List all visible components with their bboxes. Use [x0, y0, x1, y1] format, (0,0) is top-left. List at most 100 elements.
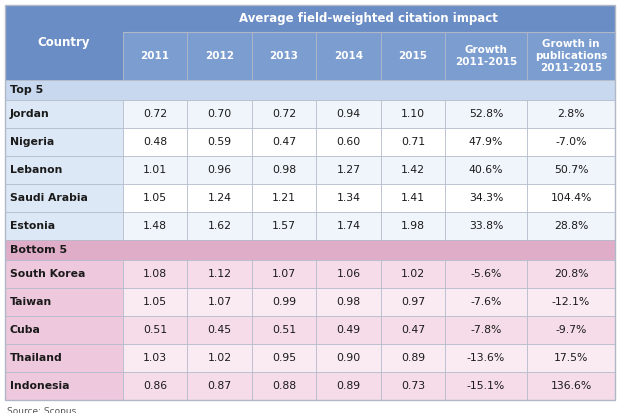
Bar: [445, 212, 527, 240]
Text: Country: Country: [38, 36, 90, 49]
Text: 1.62: 1.62: [208, 221, 231, 231]
Bar: [445, 372, 527, 400]
Text: 1.03: 1.03: [143, 353, 167, 363]
Text: 2.8%: 2.8%: [557, 109, 585, 119]
Bar: [187, 128, 252, 156]
Bar: [445, 344, 527, 372]
Text: -7.0%: -7.0%: [556, 137, 587, 147]
Text: 1.48: 1.48: [143, 221, 167, 231]
Text: 40.6%: 40.6%: [469, 165, 503, 175]
Text: South Korea: South Korea: [10, 269, 86, 279]
Text: 104.4%: 104.4%: [551, 193, 591, 203]
Text: -15.1%: -15.1%: [467, 381, 505, 391]
Text: 1.07: 1.07: [272, 269, 296, 279]
Bar: [527, 316, 615, 344]
Text: Estonia: Estonia: [10, 221, 55, 231]
Text: -9.7%: -9.7%: [556, 325, 587, 335]
Text: 0.96: 0.96: [207, 165, 231, 175]
Text: 0.89: 0.89: [336, 381, 360, 391]
Bar: [527, 184, 615, 212]
Bar: [187, 316, 252, 344]
Text: 1.98: 1.98: [401, 221, 425, 231]
Text: Top 5: Top 5: [10, 85, 43, 95]
Text: 1.74: 1.74: [337, 221, 360, 231]
Text: 1.05: 1.05: [143, 297, 167, 307]
Text: Growth
2011-2015: Growth 2011-2015: [455, 45, 517, 67]
Bar: [316, 288, 381, 316]
Bar: [381, 288, 445, 316]
Text: 0.48: 0.48: [143, 137, 167, 147]
Text: Lebanon: Lebanon: [10, 165, 63, 175]
Bar: [123, 100, 187, 128]
Text: 0.59: 0.59: [207, 137, 231, 147]
Bar: [445, 32, 527, 80]
Text: 2014: 2014: [334, 51, 363, 61]
Text: -7.8%: -7.8%: [471, 325, 502, 335]
Bar: [5, 372, 123, 400]
Bar: [445, 288, 527, 316]
Text: 33.8%: 33.8%: [469, 221, 503, 231]
Bar: [527, 128, 615, 156]
Bar: [5, 260, 123, 288]
Bar: [381, 212, 445, 240]
Bar: [316, 212, 381, 240]
Bar: [123, 344, 187, 372]
Text: 0.51: 0.51: [272, 325, 296, 335]
Bar: [252, 184, 316, 212]
Text: 28.8%: 28.8%: [554, 221, 588, 231]
Text: 1.02: 1.02: [401, 269, 425, 279]
Bar: [187, 100, 252, 128]
Text: Source: Scopus: Source: Scopus: [7, 406, 76, 413]
Bar: [445, 260, 527, 288]
Text: 1.21: 1.21: [272, 193, 296, 203]
Bar: [316, 344, 381, 372]
Text: Cuba: Cuba: [10, 325, 41, 335]
Text: 1.24: 1.24: [208, 193, 231, 203]
Bar: [381, 156, 445, 184]
Text: -5.6%: -5.6%: [471, 269, 502, 279]
Bar: [187, 288, 252, 316]
Bar: [123, 156, 187, 184]
Text: 0.89: 0.89: [401, 353, 425, 363]
Text: Saudi Arabia: Saudi Arabia: [10, 193, 88, 203]
Bar: [316, 128, 381, 156]
Bar: [527, 32, 615, 80]
Text: Jordan: Jordan: [10, 109, 50, 119]
Bar: [445, 156, 527, 184]
Text: -12.1%: -12.1%: [552, 297, 590, 307]
Bar: [381, 344, 445, 372]
Text: 0.72: 0.72: [272, 109, 296, 119]
Bar: [316, 184, 381, 212]
Bar: [123, 316, 187, 344]
Text: 136.6%: 136.6%: [551, 381, 591, 391]
Text: 0.97: 0.97: [401, 297, 425, 307]
Text: 47.9%: 47.9%: [469, 137, 503, 147]
Text: 1.07: 1.07: [207, 297, 231, 307]
Text: 50.7%: 50.7%: [554, 165, 588, 175]
Text: 1.02: 1.02: [207, 353, 231, 363]
Bar: [5, 240, 615, 260]
Bar: [445, 128, 527, 156]
Bar: [252, 316, 316, 344]
Text: 1.05: 1.05: [143, 193, 167, 203]
Text: 52.8%: 52.8%: [469, 109, 503, 119]
Bar: [316, 156, 381, 184]
Text: 0.73: 0.73: [401, 381, 425, 391]
Bar: [316, 100, 381, 128]
Text: 2012: 2012: [205, 51, 234, 61]
Bar: [5, 5, 123, 80]
Text: Nigeria: Nigeria: [10, 137, 55, 147]
Bar: [381, 184, 445, 212]
Text: 0.90: 0.90: [336, 353, 360, 363]
Text: 0.71: 0.71: [401, 137, 425, 147]
Text: 1.42: 1.42: [401, 165, 425, 175]
Text: 0.72: 0.72: [143, 109, 167, 119]
Text: 0.95: 0.95: [272, 353, 296, 363]
Bar: [187, 260, 252, 288]
Bar: [527, 344, 615, 372]
Text: -7.6%: -7.6%: [471, 297, 502, 307]
Text: Average field-weighted citation impact: Average field-weighted citation impact: [239, 12, 498, 25]
Bar: [445, 184, 527, 212]
Text: 1.08: 1.08: [143, 269, 167, 279]
Text: 1.06: 1.06: [336, 269, 360, 279]
